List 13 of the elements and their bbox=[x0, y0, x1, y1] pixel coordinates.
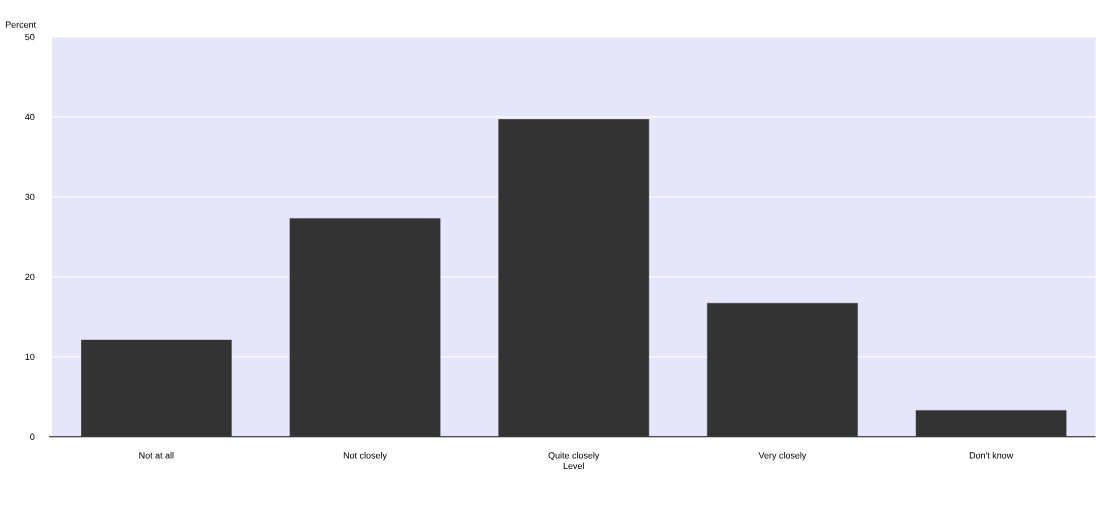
x-tick-label: Don't know bbox=[969, 452, 1014, 459]
x-tick-label: Not at all bbox=[139, 452, 174, 459]
x-axis-title: Level bbox=[563, 462, 584, 470]
y-tick-label: 0 bbox=[30, 433, 35, 441]
y-tick-label: 40 bbox=[25, 113, 35, 121]
x-tick-label: Very closely bbox=[758, 452, 807, 461]
x-tick-label: Not closely bbox=[343, 452, 387, 461]
y-tick-label: 20 bbox=[25, 273, 35, 281]
y-axis-title: Percent bbox=[5, 21, 37, 28]
y-tick-label: 50 bbox=[25, 33, 35, 41]
x-tick-label: Quite closely bbox=[548, 452, 600, 461]
y-tick-label: 10 bbox=[25, 353, 35, 361]
y-tick-label: 30 bbox=[25, 193, 35, 201]
